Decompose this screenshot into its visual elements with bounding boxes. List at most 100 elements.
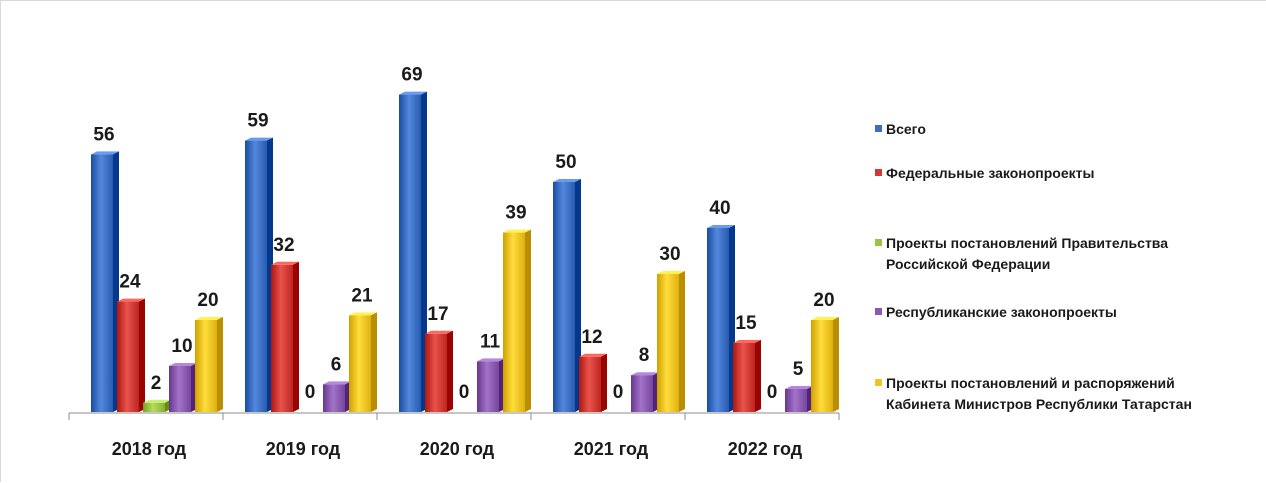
- data-label: 8: [639, 345, 650, 366]
- data-label: 24: [119, 272, 141, 293]
- data-label: 5: [793, 359, 804, 380]
- x-tick-label: 2021 год: [574, 439, 649, 459]
- x-tick-label: 2020 год: [420, 439, 495, 459]
- bar-cap: [399, 91, 427, 95]
- data-label: 56: [93, 124, 114, 145]
- bar-cap: [579, 353, 607, 357]
- data-label: 59: [247, 111, 268, 132]
- bar: [143, 402, 165, 412]
- bar: [117, 301, 139, 412]
- bar-cap: [143, 399, 171, 403]
- bar: [553, 182, 575, 412]
- data-label: 32: [273, 235, 294, 256]
- bar-side: [447, 330, 453, 412]
- bar-side: [575, 179, 581, 412]
- bar-side: [601, 353, 607, 412]
- bar: [785, 389, 807, 412]
- data-label: 0: [305, 382, 316, 403]
- legend-item-republican: Республиканские законопроекты: [875, 302, 1117, 323]
- bar-cap: [631, 372, 659, 376]
- bar-side: [755, 340, 761, 412]
- legend-swatch-vsego: [875, 125, 882, 132]
- bar-cap: [195, 317, 223, 320]
- data-label: 20: [813, 290, 834, 311]
- bar: [503, 232, 525, 412]
- legend-swatch-rf-government: [875, 239, 882, 246]
- bar-cap: [425, 330, 453, 334]
- chart-legend: Всего Федеральные законопроекты Проекты …: [875, 119, 1266, 419]
- bar: [707, 228, 729, 412]
- data-label: 30: [659, 244, 680, 265]
- data-label: 40: [709, 198, 730, 219]
- data-label: 15: [735, 313, 757, 334]
- bar: [245, 140, 267, 412]
- bar-cap: [553, 179, 581, 182]
- legend-label: Федеральные законопроекты: [886, 165, 1095, 181]
- bar-side: [833, 317, 839, 412]
- bar: [811, 320, 833, 412]
- legend-item-vsego: Всего: [875, 119, 926, 140]
- bar: [425, 333, 447, 412]
- legend-item-federal: Федеральные законопроекты: [875, 163, 1094, 184]
- bar-cap: [785, 386, 813, 389]
- data-label: 39: [505, 203, 526, 224]
- bar: [477, 361, 499, 412]
- bar-side: [293, 261, 299, 412]
- x-tick-label: 2018 год: [112, 439, 187, 459]
- bar-side: [679, 271, 685, 412]
- data-label: 2: [151, 373, 162, 394]
- bar-cap: [477, 358, 505, 362]
- legend-label: Проекты постановлений и распоряжений Каб…: [886, 375, 1192, 412]
- bar-cap: [657, 271, 685, 274]
- bar-cap: [349, 312, 377, 316]
- data-label: 10: [171, 336, 192, 357]
- bar: [399, 94, 421, 412]
- bar: [323, 384, 345, 412]
- bar: [195, 320, 217, 412]
- data-label: 17: [427, 304, 448, 325]
- bar: [349, 315, 371, 412]
- bar-cap: [117, 298, 145, 302]
- data-label: 12: [581, 327, 602, 348]
- legend-swatch-republican: [875, 308, 882, 315]
- bar-side: [371, 312, 377, 412]
- data-label: 11: [480, 331, 501, 352]
- bar: [631, 375, 653, 412]
- data-label: 0: [767, 382, 778, 403]
- data-label: 6: [331, 354, 342, 375]
- bar: [91, 154, 113, 412]
- bar-cap: [811, 317, 839, 320]
- x-tick-label: 2019 год: [266, 439, 341, 459]
- legend-label: Всего: [886, 121, 926, 137]
- data-label: 0: [459, 382, 470, 403]
- bar: [169, 366, 191, 412]
- data-label: 20: [197, 290, 218, 311]
- bar: [271, 264, 293, 412]
- bar-cap: [91, 151, 119, 155]
- legend-label: Республиканские законопроекты: [886, 304, 1117, 320]
- bar: [657, 274, 679, 412]
- data-label: 69: [401, 65, 422, 86]
- bar-cap: [733, 340, 761, 343]
- legend-swatch-cabinet-rt: [875, 379, 882, 386]
- bar-side: [525, 229, 531, 412]
- bar-cap: [271, 261, 299, 265]
- bar-cap: [323, 381, 351, 385]
- bar-side: [421, 91, 427, 412]
- legend-label: Проекты постановлений Правительства Росс…: [886, 235, 1169, 272]
- bar-side: [217, 317, 223, 412]
- legend-swatch-federal: [875, 169, 882, 176]
- bar-cap: [169, 363, 197, 366]
- bar-cap: [503, 229, 531, 233]
- x-tick-label: 2022 год: [728, 439, 803, 459]
- legend-item-rf-government: Проекты постановлений Правительства Росс…: [875, 233, 1168, 275]
- data-label: 21: [351, 285, 373, 306]
- bar-cap: [245, 137, 273, 141]
- bar: [579, 356, 601, 412]
- legend-item-cabinet-rt: Проекты постановлений и распоряжений Каб…: [875, 373, 1192, 415]
- data-label: 0: [613, 382, 624, 403]
- bar-cap: [707, 225, 735, 228]
- bar-side: [139, 298, 145, 412]
